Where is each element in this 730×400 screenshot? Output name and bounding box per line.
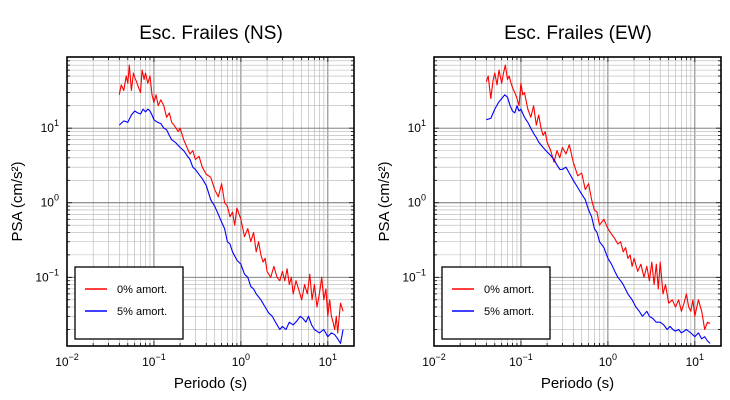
x-axis-label: Periodo (s)	[541, 375, 614, 392]
plot-frame	[433, 56, 722, 347]
y-tick-label: 101	[41, 118, 59, 135]
x-tick-label: 101	[686, 352, 704, 369]
legend-label: 5% amort.	[117, 306, 167, 318]
legend: 0% amort. 5% amort.	[441, 266, 551, 340]
data-series	[118, 64, 344, 344]
x-tick-label: 100	[599, 352, 617, 369]
x-axis-label: Periodo (s)	[174, 375, 247, 392]
y-tick-label: 10−1	[402, 267, 426, 284]
series-line-damping-5	[118, 108, 344, 344]
psa-panel-ew: 10−2 10−1 100 101 10−1 100 101 Esc. Frailes (EW…	[376, 23, 722, 392]
data-series	[485, 64, 711, 344]
plot-frame	[66, 56, 355, 347]
x-tick-label: 10−1	[142, 352, 166, 369]
x-tick-label: 100	[232, 352, 250, 369]
chart-title: Esc. Frailes (EW)	[504, 23, 652, 44]
legend-label: 5% amort.	[484, 306, 534, 318]
y-axis-label: PSA (cm/s²)	[9, 161, 26, 241]
legend: 0% amort. 5% amort.	[74, 266, 184, 340]
series-line-damping-0	[485, 64, 711, 331]
y-axis-label: PSA (cm/s²)	[376, 161, 393, 241]
x-tick-label: 10−2	[422, 352, 446, 369]
series-line-damping-5	[486, 94, 711, 344]
y-tick-label: 10−1	[35, 267, 59, 284]
series-line-damping-0	[118, 64, 344, 334]
x-tick-label: 10−1	[509, 352, 533, 369]
legend-label: 0% amort.	[117, 284, 167, 296]
psa-panel-ns: 10−2 10−1 100 101 10−1 100 101 Esc. Frailes (NS…	[9, 23, 355, 392]
legend-box	[74, 266, 184, 340]
x-tick-label: 10−2	[55, 352, 79, 369]
chart-title: Esc. Frailes (NS)	[139, 23, 283, 44]
x-tick-label: 101	[319, 352, 337, 369]
y-tick-label: 101	[408, 118, 426, 135]
y-tick-label: 100	[408, 193, 426, 210]
legend-label: 0% amort.	[484, 284, 534, 296]
legend-box	[441, 266, 551, 340]
y-tick-label: 100	[41, 193, 59, 210]
